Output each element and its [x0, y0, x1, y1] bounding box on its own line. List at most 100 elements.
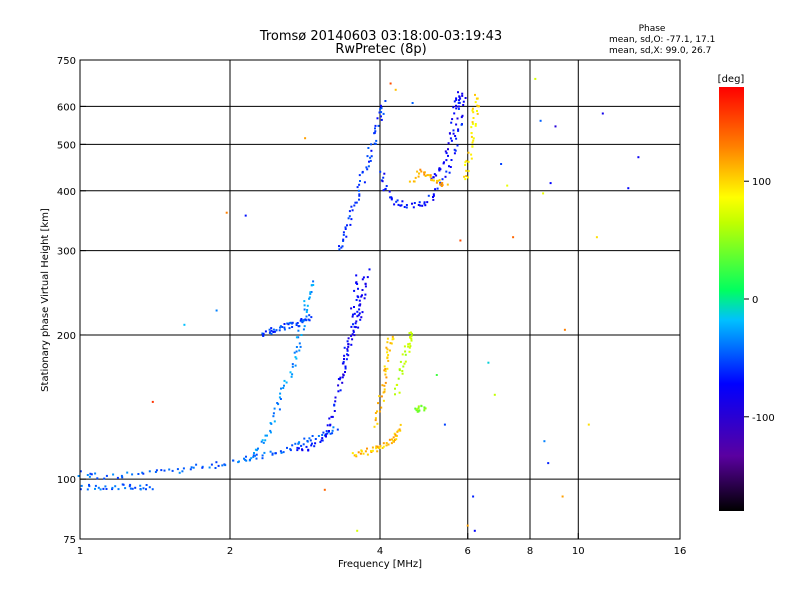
echo-point	[438, 179, 441, 181]
echo-point	[369, 159, 372, 162]
echo-point	[387, 354, 390, 356]
echo-point	[154, 471, 157, 473]
x-tick-label: 8	[527, 546, 533, 557]
echo-point	[331, 432, 334, 435]
echo-point	[295, 357, 298, 360]
echo-point	[380, 111, 383, 114]
echo-point	[383, 369, 386, 372]
echo-point	[412, 206, 415, 209]
echo-point	[88, 485, 91, 488]
echo-point	[384, 381, 387, 384]
data-points	[77, 77, 640, 532]
echo-point	[464, 97, 467, 99]
echo-point	[86, 488, 89, 491]
x-axis-label: Frequency [MHz]	[338, 559, 422, 570]
echo-point	[457, 105, 460, 108]
echo-point	[350, 218, 353, 221]
echo-point	[300, 334, 303, 336]
echo-point	[281, 326, 284, 328]
echo-point	[261, 439, 264, 442]
scatter-point	[389, 82, 392, 85]
echo-point	[94, 487, 96, 490]
echo-point	[99, 488, 102, 491]
echo-point	[271, 452, 274, 455]
echo-point	[329, 432, 332, 435]
echo-point	[358, 299, 361, 302]
echo-point	[298, 342, 301, 345]
echo-point	[385, 376, 388, 379]
echo-point	[373, 142, 376, 145]
echo-point	[376, 410, 378, 413]
echo-point	[432, 179, 435, 182]
echo-point	[376, 450, 379, 453]
echo-point	[264, 330, 267, 333]
echo-point	[273, 407, 276, 410]
echo-point	[278, 408, 281, 411]
echo-point	[271, 453, 274, 456]
echo-point	[129, 487, 132, 490]
echo-point	[142, 487, 145, 490]
echo-point	[382, 176, 385, 179]
echo-point	[333, 404, 336, 407]
echo-point	[380, 395, 383, 398]
echo-point	[444, 175, 447, 178]
scatter-point	[356, 529, 359, 532]
echo-point	[88, 483, 90, 486]
echo-point	[255, 457, 258, 460]
echo-point	[375, 447, 378, 450]
echo-point	[351, 315, 354, 318]
echo-point	[269, 450, 272, 453]
echo-point	[344, 228, 347, 230]
echo-point	[358, 194, 361, 197]
echo-point	[441, 182, 444, 184]
echo-point	[358, 308, 361, 311]
x-tick-label: 10	[572, 546, 585, 557]
echo-point	[470, 135, 473, 138]
echo-point	[395, 434, 398, 437]
echo-point	[342, 362, 345, 365]
echo-point	[355, 320, 358, 323]
echo-point	[397, 203, 400, 206]
echo-point	[311, 442, 313, 445]
echo-point	[445, 159, 448, 162]
echo-point	[378, 446, 381, 449]
echo-point	[378, 395, 381, 398]
echo-point	[407, 345, 410, 348]
echo-point	[353, 289, 356, 292]
scatter-point	[539, 119, 542, 122]
echo-point	[357, 189, 360, 192]
echo-point	[291, 365, 294, 368]
echo-point	[392, 337, 395, 340]
echo-point	[378, 410, 381, 413]
echo-point	[430, 178, 433, 181]
echo-point	[457, 108, 460, 110]
echo-point	[404, 350, 407, 353]
echo-point	[384, 187, 387, 190]
echo-point	[384, 370, 387, 373]
echo-point	[360, 295, 363, 298]
echo-point	[142, 472, 145, 475]
echo-point	[350, 205, 353, 208]
echo-point	[423, 409, 426, 412]
echo-point	[272, 412, 275, 415]
echo-point	[370, 450, 372, 453]
echo-point	[472, 117, 475, 119]
echo-point	[379, 170, 382, 173]
echo-point	[465, 175, 468, 177]
echo-point	[471, 145, 474, 148]
echo-point	[436, 187, 439, 190]
echo-point	[338, 248, 341, 251]
echo-point	[449, 137, 452, 140]
echo-point	[401, 353, 404, 356]
echo-point	[290, 375, 293, 378]
scatter-point	[304, 137, 307, 140]
echo-point	[361, 278, 364, 281]
echo-point	[380, 406, 383, 409]
echo-point	[382, 189, 385, 192]
echo-point	[455, 137, 458, 140]
echo-point	[386, 367, 389, 370]
echo-point	[379, 108, 382, 111]
echo-point	[376, 422, 379, 425]
echo-point	[302, 328, 305, 331]
echo-point	[448, 171, 451, 174]
